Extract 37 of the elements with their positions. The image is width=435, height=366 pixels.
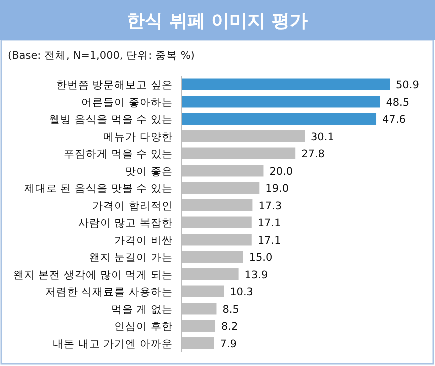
- y-tick-label: 인심이 후한: [114, 321, 173, 334]
- y-tick-label: 가격이 비싼: [114, 234, 173, 247]
- y-tick-label: 내돈 내고 가기엔 아까운: [52, 338, 173, 350]
- y-tick-label: 제대로 된 음식을 맛볼 수 있는: [24, 183, 173, 196]
- data-label: 27.8: [302, 148, 325, 161]
- data-label: 17.1: [258, 234, 282, 247]
- bar: [182, 78, 390, 90]
- y-tick-label: 왠지 눈길이 가는: [89, 252, 173, 264]
- chart-subtitle: (Base: 전체, N=1,000, 단위: 중복 %): [8, 50, 195, 62]
- chart-title: 한식 뷔페 이미지 평가: [127, 11, 308, 32]
- data-label: 17.1: [258, 218, 282, 230]
- y-tick-label: 사람이 많고 복잡한: [78, 218, 173, 230]
- data-label: 30.1: [311, 131, 334, 144]
- y-tick-label: 어른들이 좋아하는: [82, 96, 173, 109]
- y-tick-label: 푸짐하게 먹을 수 있는: [64, 148, 173, 161]
- data-label: 8.5: [222, 304, 240, 316]
- bar: [182, 113, 377, 125]
- y-tick-label: 먹을 게 없는: [111, 304, 173, 316]
- data-label: 15.0: [249, 252, 273, 264]
- y-tick-label: 맛이 좋은: [126, 166, 173, 178]
- y-tick-label: 메뉴가 다양한: [104, 131, 173, 144]
- data-label: 19.0: [266, 183, 290, 196]
- y-tick-label: 왠지 본전 생각에 많이 먹게 되는: [13, 269, 173, 282]
- data-label: 50.9: [396, 80, 420, 92]
- y-tick-label: 저렴한 식재료를 사용하는: [45, 286, 173, 299]
- y-tick-label: 웰빙 음식을 먹을 수 있는: [50, 114, 173, 126]
- data-label: 48.5: [386, 96, 410, 109]
- data-label: 17.3: [258, 200, 282, 212]
- data-label: 10.3: [230, 286, 254, 299]
- data-label: 7.9: [220, 338, 237, 350]
- data-label: 47.6: [382, 114, 406, 126]
- y-tick-label: 가격이 합리적인: [92, 200, 173, 212]
- data-label: 8.2: [222, 321, 238, 334]
- data-label: 13.9: [244, 269, 268, 282]
- y-tick-label: 한번쯤 방문해보고 싶은: [56, 80, 173, 92]
- data-label: 20.0: [270, 166, 294, 178]
- bar: [182, 96, 380, 108]
